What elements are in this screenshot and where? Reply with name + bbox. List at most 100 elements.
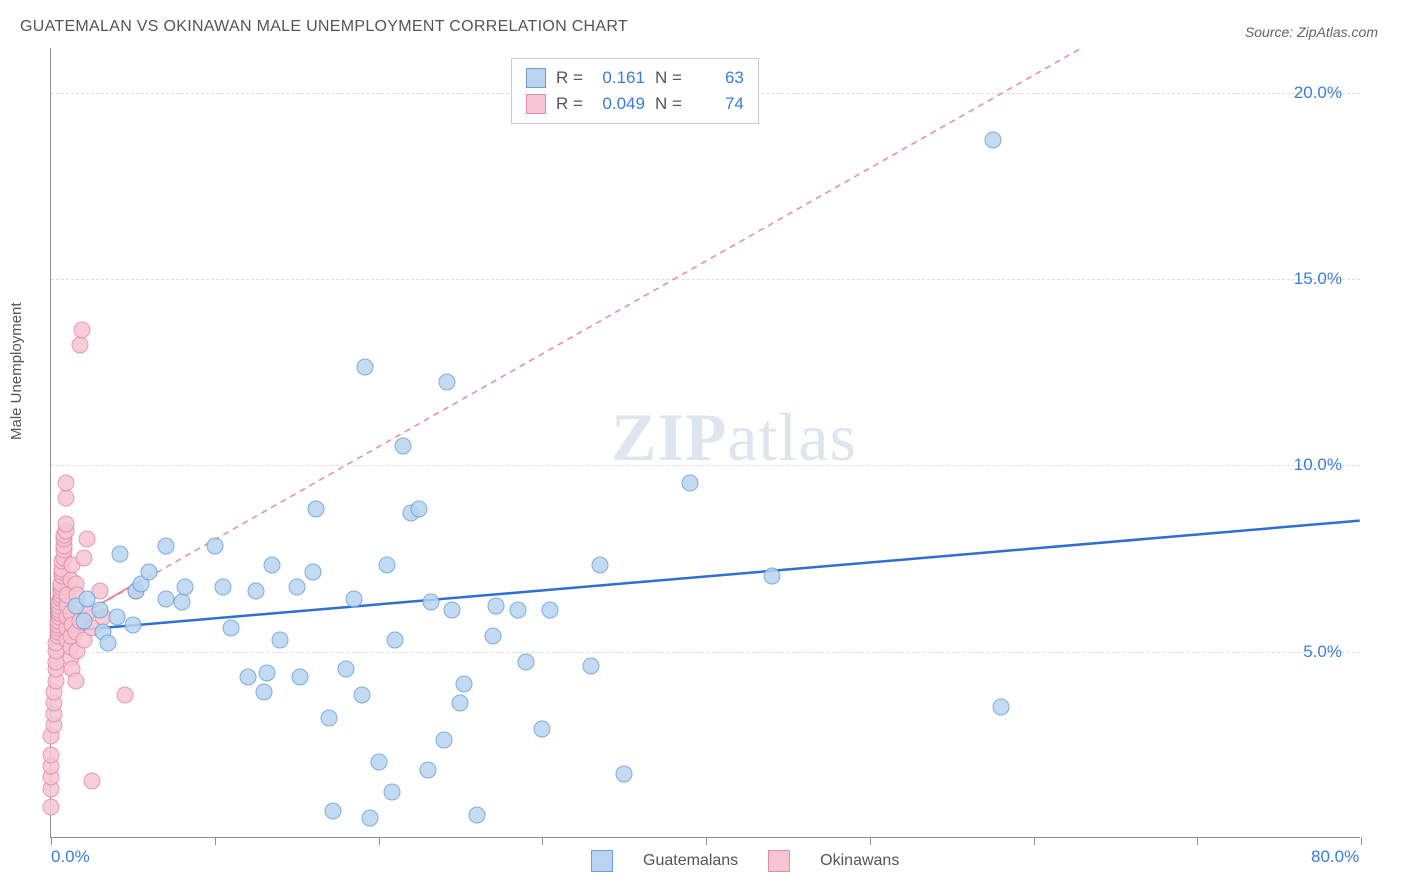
x-tick	[1034, 837, 1035, 845]
scatter-point	[92, 601, 109, 618]
r-value-okinawans: 0.049	[593, 91, 645, 117]
scatter-point	[542, 601, 559, 618]
scatter-point	[337, 661, 354, 678]
scatter-point	[357, 359, 374, 376]
n-label: N =	[655, 65, 682, 91]
legend-label-okinawans: Okinawans	[820, 852, 899, 870]
scatter-point	[452, 694, 469, 711]
scatter-point	[681, 475, 698, 492]
scatter-point	[141, 564, 158, 581]
scatter-point	[157, 590, 174, 607]
scatter-point	[74, 322, 91, 339]
plot-area: ZIPatlas R = 0.161 N = 63 R = 0.049 N = …	[50, 48, 1360, 838]
x-tick	[1197, 837, 1198, 845]
scatter-point	[992, 698, 1009, 715]
watermark-atlas: atlas	[727, 399, 857, 475]
r-value-guatemalans: 0.161	[593, 65, 645, 91]
x-tick	[1361, 837, 1362, 845]
swatch-okinawans	[526, 94, 546, 114]
legend-stats-box: R = 0.161 N = 63 R = 0.049 N = 74	[511, 58, 759, 124]
scatter-point	[111, 545, 128, 562]
scatter-point	[422, 594, 439, 611]
scatter-point	[444, 601, 461, 618]
scatter-point	[57, 489, 74, 506]
scatter-point	[455, 676, 472, 693]
scatter-point	[79, 530, 96, 547]
legend-stats-row-guatemalans: R = 0.161 N = 63	[526, 65, 744, 91]
x-tick	[706, 837, 707, 845]
scatter-point	[157, 538, 174, 555]
scatter-point	[288, 579, 305, 596]
scatter-point	[247, 583, 264, 600]
scatter-point	[468, 806, 485, 823]
scatter-point	[517, 653, 534, 670]
scatter-point	[362, 810, 379, 827]
y-tick-label: 10.0%	[1294, 455, 1342, 475]
scatter-point	[174, 594, 191, 611]
gridline	[51, 465, 1360, 466]
scatter-point	[272, 631, 289, 648]
scatter-point	[345, 590, 362, 607]
scatter-point	[75, 549, 92, 566]
scatter-point	[984, 132, 1001, 149]
scatter-point	[305, 564, 322, 581]
swatch-guatemalans	[526, 68, 546, 88]
bottom-legend: Guatemalans Okinawans	[591, 850, 899, 872]
scatter-point	[264, 556, 281, 573]
scatter-point	[124, 616, 141, 633]
chart-title: GUATEMALAN VS OKINAWAN MALE UNEMPLOYMENT…	[20, 18, 628, 36]
scatter-point	[763, 568, 780, 585]
scatter-point	[378, 556, 395, 573]
legend-stats-row-okinawans: R = 0.049 N = 74	[526, 91, 744, 117]
scatter-point	[108, 609, 125, 626]
x-tick-label: 80.0%	[1311, 847, 1359, 867]
y-tick-label: 20.0%	[1294, 83, 1342, 103]
scatter-point	[43, 799, 60, 816]
scatter-point	[321, 709, 338, 726]
scatter-point	[67, 672, 84, 689]
watermark-zip: ZIP	[611, 399, 727, 475]
scatter-point	[177, 579, 194, 596]
scatter-point	[255, 683, 272, 700]
scatter-point	[383, 784, 400, 801]
scatter-point	[436, 732, 453, 749]
scatter-point	[354, 687, 371, 704]
scatter-point	[259, 665, 276, 682]
scatter-point	[591, 556, 608, 573]
n-label: N =	[655, 91, 682, 117]
x-tick	[51, 837, 52, 845]
x-tick	[215, 837, 216, 845]
scatter-point	[57, 515, 74, 532]
scatter-point	[83, 773, 100, 790]
scatter-point	[419, 761, 436, 778]
scatter-point	[223, 620, 240, 637]
scatter-point	[534, 720, 551, 737]
scatter-point	[616, 765, 633, 782]
y-axis-label: Male Unemployment	[8, 302, 25, 440]
scatter-point	[72, 337, 89, 354]
scatter-point	[488, 597, 505, 614]
scatter-point	[214, 579, 231, 596]
legend-label-guatemalans: Guatemalans	[643, 852, 738, 870]
scatter-point	[583, 657, 600, 674]
gridline	[51, 652, 1360, 653]
x-tick	[870, 837, 871, 845]
scatter-point	[411, 501, 428, 518]
x-tick-label: 0.0%	[51, 847, 90, 867]
scatter-point	[386, 631, 403, 648]
scatter-point	[116, 687, 133, 704]
r-label: R =	[556, 91, 583, 117]
x-tick	[542, 837, 543, 845]
scatter-point	[509, 601, 526, 618]
x-tick	[379, 837, 380, 845]
scatter-point	[57, 475, 74, 492]
y-tick-label: 5.0%	[1303, 642, 1342, 662]
scatter-point	[206, 538, 223, 555]
swatch-okinawans-bottom	[768, 850, 790, 872]
r-label: R =	[556, 65, 583, 91]
gridline	[51, 279, 1360, 280]
scatter-point	[485, 627, 502, 644]
swatch-guatemalans-bottom	[591, 850, 613, 872]
source-attribution: Source: ZipAtlas.com	[1245, 24, 1378, 40]
scatter-point	[370, 754, 387, 771]
